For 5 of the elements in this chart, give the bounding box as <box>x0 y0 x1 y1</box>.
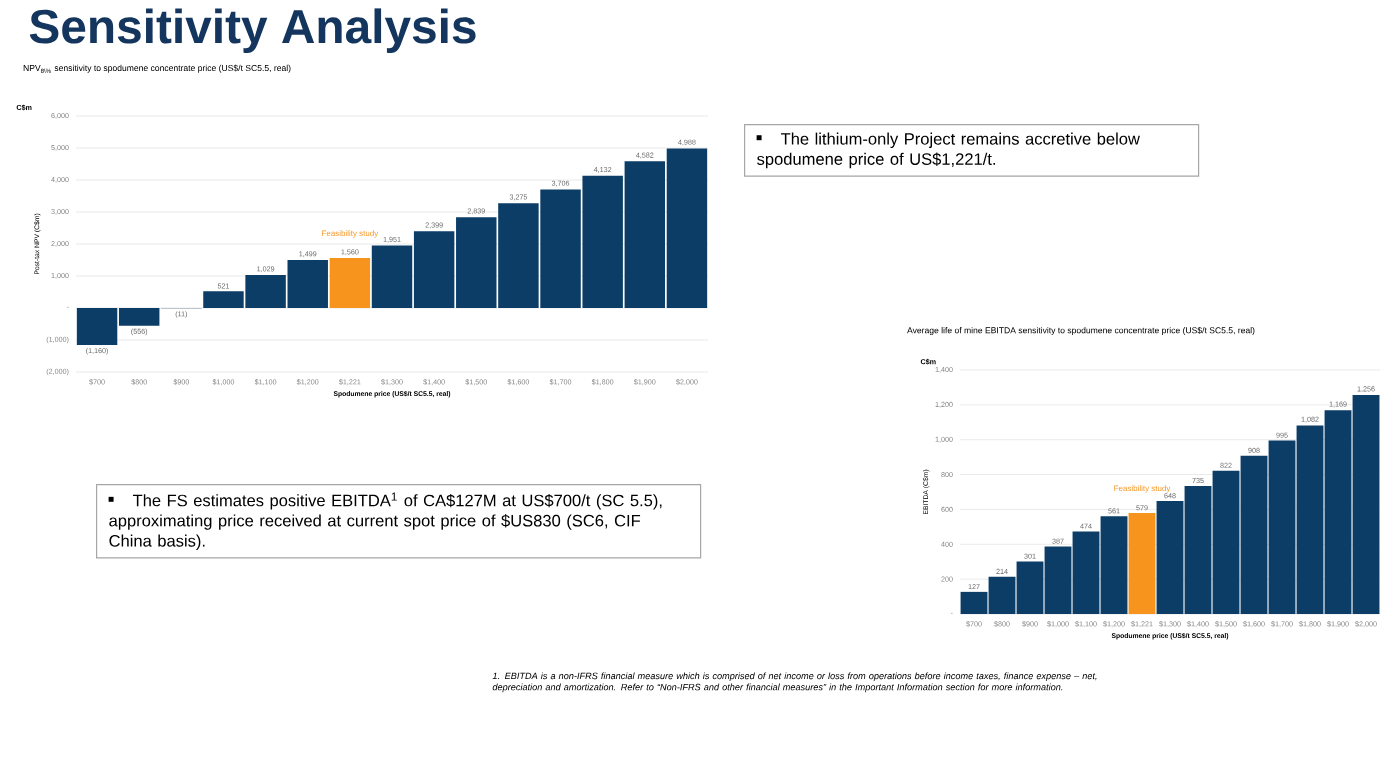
bar <box>329 258 371 308</box>
bar <box>1128 513 1156 614</box>
text: The lithium-only Project remains accretive below spodumene price of US$1,221/t. <box>757 132 1140 169</box>
text: Sensitivity Analysis <box>29 8 476 53</box>
text: The FS estimates positive EBITDA$^{1}$ of CA$127M at US$700/t (SC 5.5), approximating price received at current spot price of $US830 (SC6, CIF China basis). <box>109 492 662 550</box>
